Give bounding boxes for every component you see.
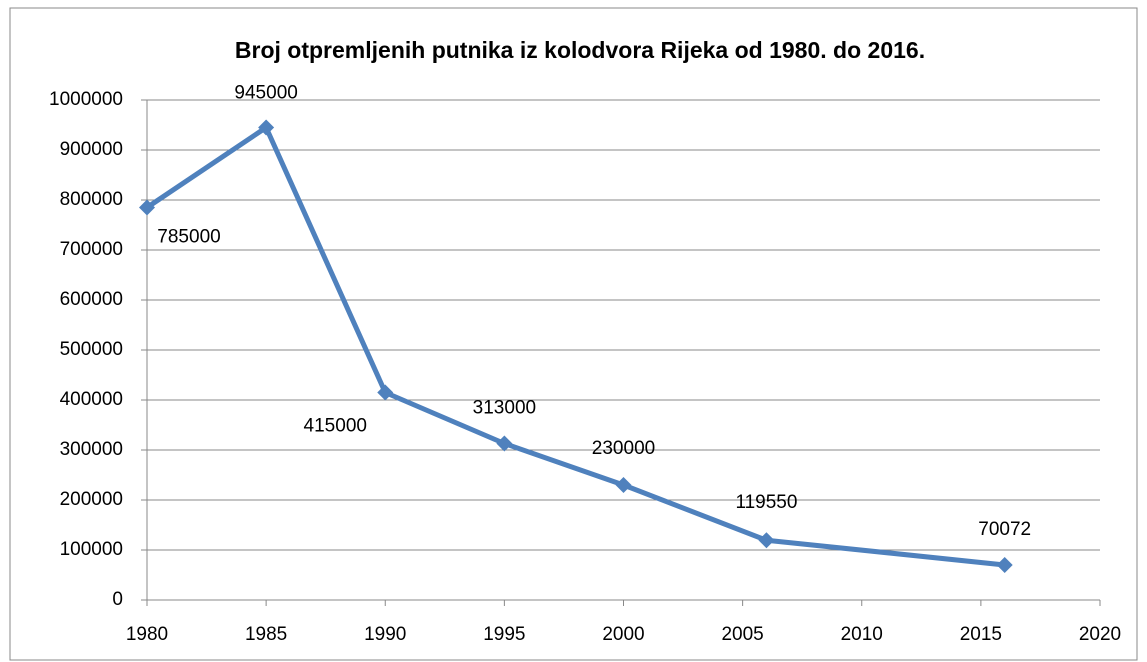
data-point (496, 435, 513, 452)
data-point (139, 199, 155, 216)
data-label: 70072 (978, 519, 1031, 540)
x-tick-label: 1985 (245, 624, 287, 645)
x-tick-label: 2000 (602, 624, 644, 645)
data-label: 119550 (735, 492, 797, 513)
y-tick-label: 500000 (60, 339, 123, 360)
x-tick-label: 1995 (483, 624, 525, 645)
x-tick-label: 2020 (1079, 624, 1121, 645)
y-tick-label: 200000 (60, 489, 123, 510)
chart-border (9, 7, 1138, 661)
y-tick-label: 900000 (60, 139, 123, 160)
data-point (758, 532, 775, 549)
y-tick-label: 300000 (60, 439, 123, 460)
x-tick-label: 1980 (126, 624, 168, 645)
y-tick-label: 800000 (60, 189, 123, 210)
data-point (258, 119, 275, 136)
y-tick-label: 600000 (60, 289, 123, 310)
data-point (996, 556, 1013, 573)
y-tick-label: 0 (112, 589, 123, 610)
y-tick-label: 100000 (60, 539, 123, 560)
data-label: 945000 (234, 83, 297, 104)
x-tick-label: 1990 (364, 624, 406, 645)
data-label: 313000 (473, 398, 536, 419)
data-point (377, 384, 394, 401)
x-tick-label: 2010 (841, 624, 883, 645)
y-tick-label: 700000 (60, 239, 123, 260)
data-label: 230000 (592, 438, 655, 459)
data-label: 785000 (157, 227, 220, 248)
x-tick-label: 2015 (960, 624, 1002, 645)
data-label: 415000 (304, 416, 367, 437)
x-tick-label: 2005 (721, 624, 763, 645)
y-tick-label: 1000000 (49, 89, 123, 110)
y-tick-label: 400000 (60, 389, 123, 410)
data-point (615, 477, 632, 493)
chart-title: Broj otpremljenih putnika iz kolodvora R… (235, 37, 925, 63)
